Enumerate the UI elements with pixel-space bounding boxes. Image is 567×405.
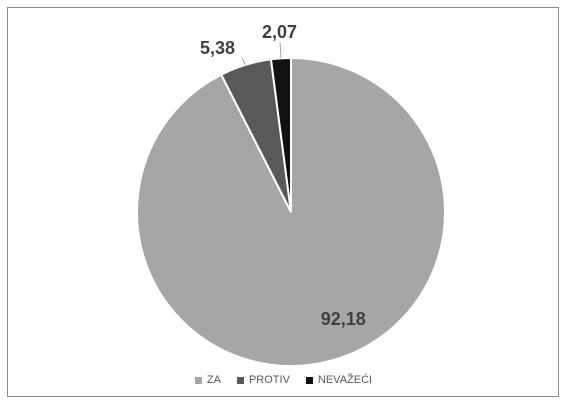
data-labels: 92,18 5,38 2,07 [200,22,366,329]
leader-line-protiv [241,57,246,66]
legend-swatch-nevazeci [305,376,313,384]
legend: ZA PROTIV NEVAŽEĆI [0,374,567,386]
leader-line-nevazeci [279,41,282,59]
leader-lines [241,41,282,66]
legend-label-za: ZA [206,374,221,386]
pie-slice-nevazeci [269,56,292,213]
data-label-nevazeci: 2,07 [262,22,297,42]
legend-swatch-za [194,376,202,384]
legend-item-protiv: PROTIV [236,374,290,386]
legend-item-za: ZA [194,374,221,386]
legend-label-protiv: PROTIV [248,374,290,386]
legend-swatch-protiv [236,376,244,384]
pie-slices [136,56,446,367]
legend-label-nevazeci: NEVAŽEĆI [317,374,373,386]
data-label-protiv: 5,38 [200,38,235,58]
legend-item-nevazeci: NEVAŽEĆI [305,374,373,386]
data-label-za: 92,18 [321,309,366,329]
